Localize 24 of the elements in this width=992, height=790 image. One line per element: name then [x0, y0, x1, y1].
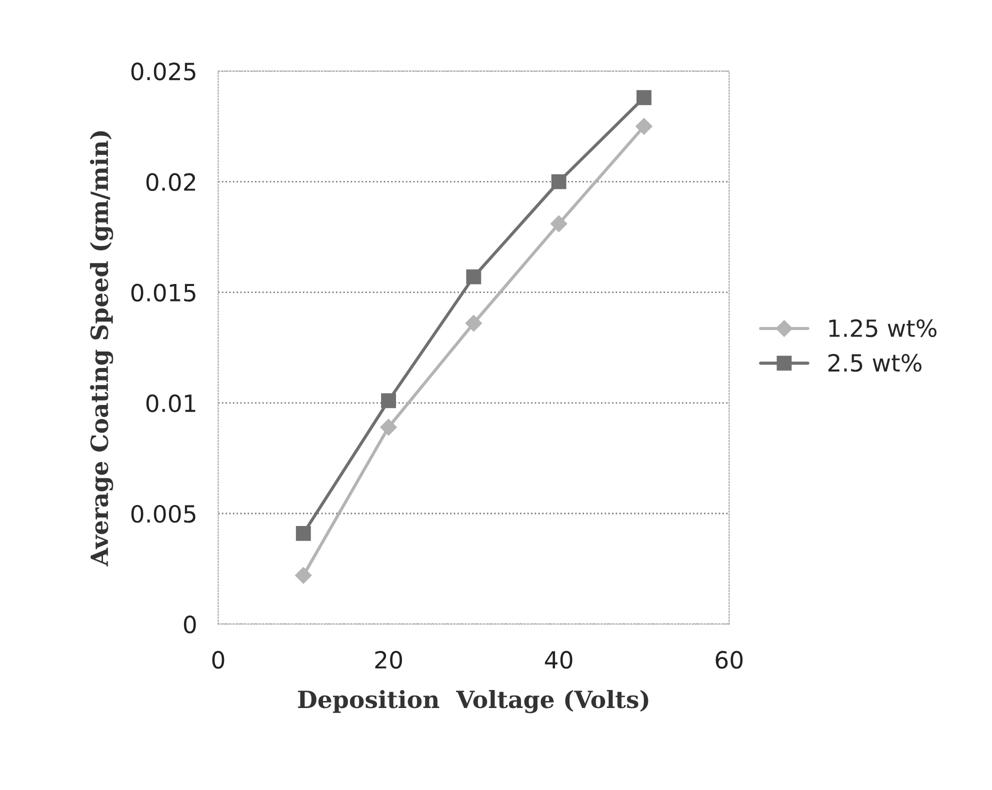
y-tick-label: 0.01	[146, 394, 196, 412]
x-tick-label: 0	[212, 650, 224, 669]
legend-label: 2.5 wt%	[828, 354, 922, 372]
point	[550, 215, 568, 232]
x-tick-label: 20	[375, 650, 402, 669]
y-tick-label: 0.005	[131, 504, 196, 523]
y-tick-label: 0.02	[146, 173, 196, 192]
x-tick-label: 60	[716, 650, 743, 669]
point	[466, 269, 482, 284]
point	[551, 174, 566, 190]
point	[296, 526, 311, 541]
point	[380, 418, 397, 436]
point	[381, 393, 396, 408]
x-tick-label: 40	[544, 650, 572, 669]
y-tick-label: 0.025	[131, 62, 196, 80]
y-tick-label: 0.015	[131, 284, 196, 302]
y-tick-label: 0	[184, 616, 196, 634]
x-axis-title: Deposition Voltage (Volts)	[298, 690, 648, 714]
legend-label: 1.25 wt%	[829, 319, 936, 338]
point	[636, 118, 652, 135]
point	[465, 314, 482, 332]
point	[295, 567, 312, 584]
y-axis-title: Average Coating Speed (gm/min)	[90, 131, 114, 566]
point	[636, 90, 652, 106]
